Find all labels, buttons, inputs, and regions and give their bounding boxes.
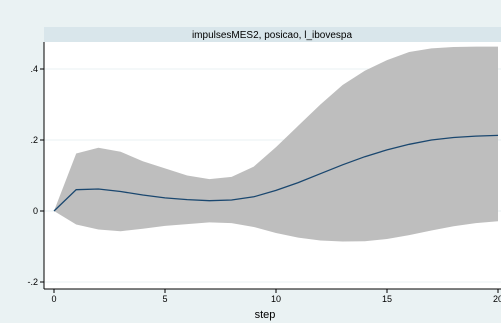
panel-title-bar [44, 27, 501, 42]
x-tick-label: 0 [51, 294, 56, 304]
x-axis-title: step [255, 309, 276, 321]
x-tick-label: 5 [162, 294, 167, 304]
x-tick-label: 10 [271, 294, 281, 304]
x-axis: 0 5 10 15 20 [44, 288, 501, 304]
y-axis: -.2 0 .2 .4 [27, 42, 45, 289]
y-tick-label: -.2 [27, 277, 38, 287]
confidence-band [54, 46, 498, 242]
irf-line [53, 134, 499, 212]
chart-title: impulsesMES2, posicao, l_ibovespa [192, 30, 353, 41]
y-tick-label: .4 [30, 64, 38, 74]
x-tick-label: 15 [382, 294, 392, 304]
y-tick-label: 0 [33, 206, 38, 216]
x-tick-label: 20 [493, 294, 501, 304]
y-tick-label: .2 [30, 135, 38, 145]
